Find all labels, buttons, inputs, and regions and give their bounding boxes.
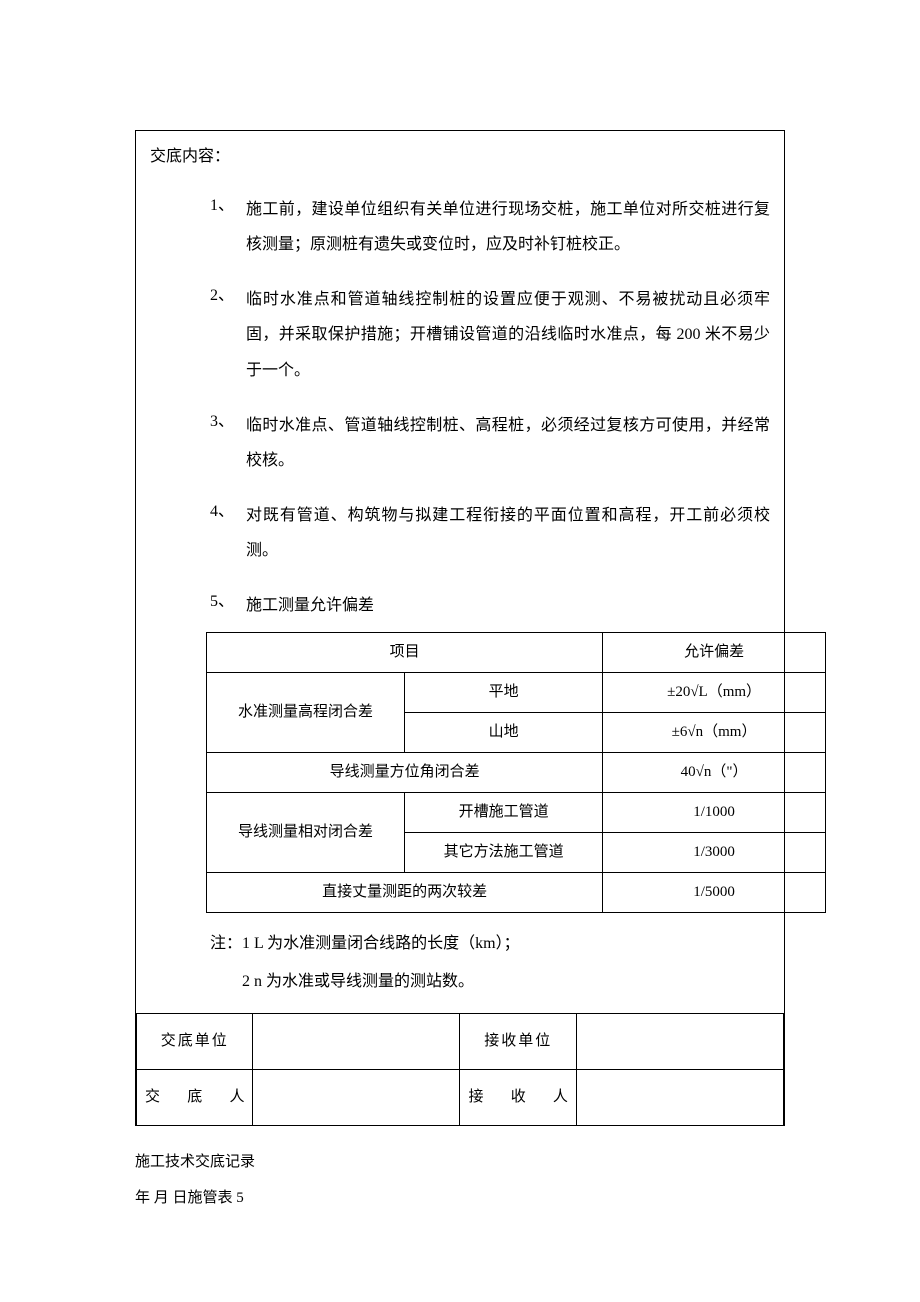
value-recv-unit	[576, 1014, 783, 1070]
value-send-unit	[253, 1014, 460, 1070]
footer-title: 施工技术交底记录	[135, 1144, 785, 1180]
cell-value: 40√n（"）	[603, 752, 826, 792]
cell-group: 导线测量方位角闭合差	[207, 752, 603, 792]
cell-value: 1/3000	[603, 832, 826, 872]
cell-value: ±20√L（mm）	[603, 672, 826, 712]
signature-row: 交底单位 接收单位	[137, 1014, 784, 1070]
item-number: 3、	[210, 408, 246, 478]
item-text: 临时水准点和管道轴线控制桩的设置应便于观测、不易被扰动且必须牢固，并采取保护措施…	[246, 282, 770, 388]
list-item: 5、 施工测量允许偏差	[210, 588, 770, 623]
cell-sub: 其它方法施工管道	[405, 832, 603, 872]
item-number: 4、	[210, 498, 246, 568]
item-number: 2、	[210, 282, 246, 388]
cell-group: 直接丈量测距的两次较差	[207, 872, 603, 912]
label-recv-person: 接 收 人	[460, 1070, 576, 1126]
tolerance-table: 项目 允许偏差 水准测量高程闭合差 平地 ±20√L（mm） 山地 ±6√n（m…	[206, 632, 826, 913]
note-line: 注：1 L 为水准测量闭合线路的长度（km）；	[210, 925, 770, 963]
content-area: 交底内容： 1、 施工前，建设单位组织有关单位进行现场交桩，施工单位对所交桩进行…	[136, 131, 784, 1001]
list-item: 3、 临时水准点、管道轴线控制桩、高程桩，必须经过复核方可使用，并经常校核。	[210, 408, 770, 478]
item-number: 1、	[210, 192, 246, 262]
numbered-list: 1、 施工前，建设单位组织有关单位进行现场交桩，施工单位对所交桩进行复核测量；原…	[150, 192, 770, 624]
table-notes: 注：1 L 为水准测量闭合线路的长度（km）； 2 n 为水准或导线测量的测站数…	[150, 925, 770, 1002]
cell-value: ±6√n（mm）	[603, 712, 826, 752]
item-text: 施工测量允许偏差	[246, 588, 770, 623]
note-line: 2 n 为水准或导线测量的测站数。	[210, 963, 770, 1001]
header-tolerance: 允许偏差	[603, 632, 826, 672]
table-row: 水准测量高程闭合差 平地 ±20√L（mm）	[207, 672, 826, 712]
value-send-person	[253, 1070, 460, 1126]
cell-group: 水准测量高程闭合差	[207, 672, 405, 752]
value-recv-person	[576, 1070, 783, 1126]
table-row: 导线测量方位角闭合差 40√n（"）	[207, 752, 826, 792]
footer-date-form: 年 月 日施管表 5	[135, 1180, 785, 1216]
cell-value: 1/5000	[603, 872, 826, 912]
document-frame: 交底内容： 1、 施工前，建设单位组织有关单位进行现场交桩，施工单位对所交桩进行…	[135, 130, 785, 1126]
label-send-person: 交 底 人	[137, 1070, 253, 1126]
footer: 施工技术交底记录 年 月 日施管表 5	[135, 1144, 785, 1216]
signature-row: 交 底 人 接 收 人	[137, 1070, 784, 1126]
item-number: 5、	[210, 588, 246, 623]
header-project: 项目	[207, 632, 603, 672]
cell-sub: 开槽施工管道	[405, 792, 603, 832]
table-row: 直接丈量测距的两次较差 1/5000	[207, 872, 826, 912]
cell-value: 1/1000	[603, 792, 826, 832]
cell-sub: 山地	[405, 712, 603, 752]
label-send-unit: 交底单位	[137, 1014, 253, 1070]
label-recv-unit: 接收单位	[460, 1014, 576, 1070]
section-heading: 交底内容：	[150, 143, 770, 172]
list-item: 4、 对既有管道、构筑物与拟建工程衔接的平面位置和高程，开工前必须校测。	[210, 498, 770, 568]
item-text: 对既有管道、构筑物与拟建工程衔接的平面位置和高程，开工前必须校测。	[246, 498, 770, 568]
table-row: 导线测量相对闭合差 开槽施工管道 1/1000	[207, 792, 826, 832]
item-text: 临时水准点、管道轴线控制桩、高程桩，必须经过复核方可使用，并经常校核。	[246, 408, 770, 478]
signature-table: 交底单位 接收单位 交 底 人 接 收 人	[136, 1013, 784, 1126]
list-item: 2、 临时水准点和管道轴线控制桩的设置应便于观测、不易被扰动且必须牢固，并采取保…	[210, 282, 770, 388]
list-item: 1、 施工前，建设单位组织有关单位进行现场交桩，施工单位对所交桩进行复核测量；原…	[210, 192, 770, 262]
table-header-row: 项目 允许偏差	[207, 632, 826, 672]
cell-group: 导线测量相对闭合差	[207, 792, 405, 872]
item-text: 施工前，建设单位组织有关单位进行现场交桩，施工单位对所交桩进行复核测量；原测桩有…	[246, 192, 770, 262]
cell-sub: 平地	[405, 672, 603, 712]
